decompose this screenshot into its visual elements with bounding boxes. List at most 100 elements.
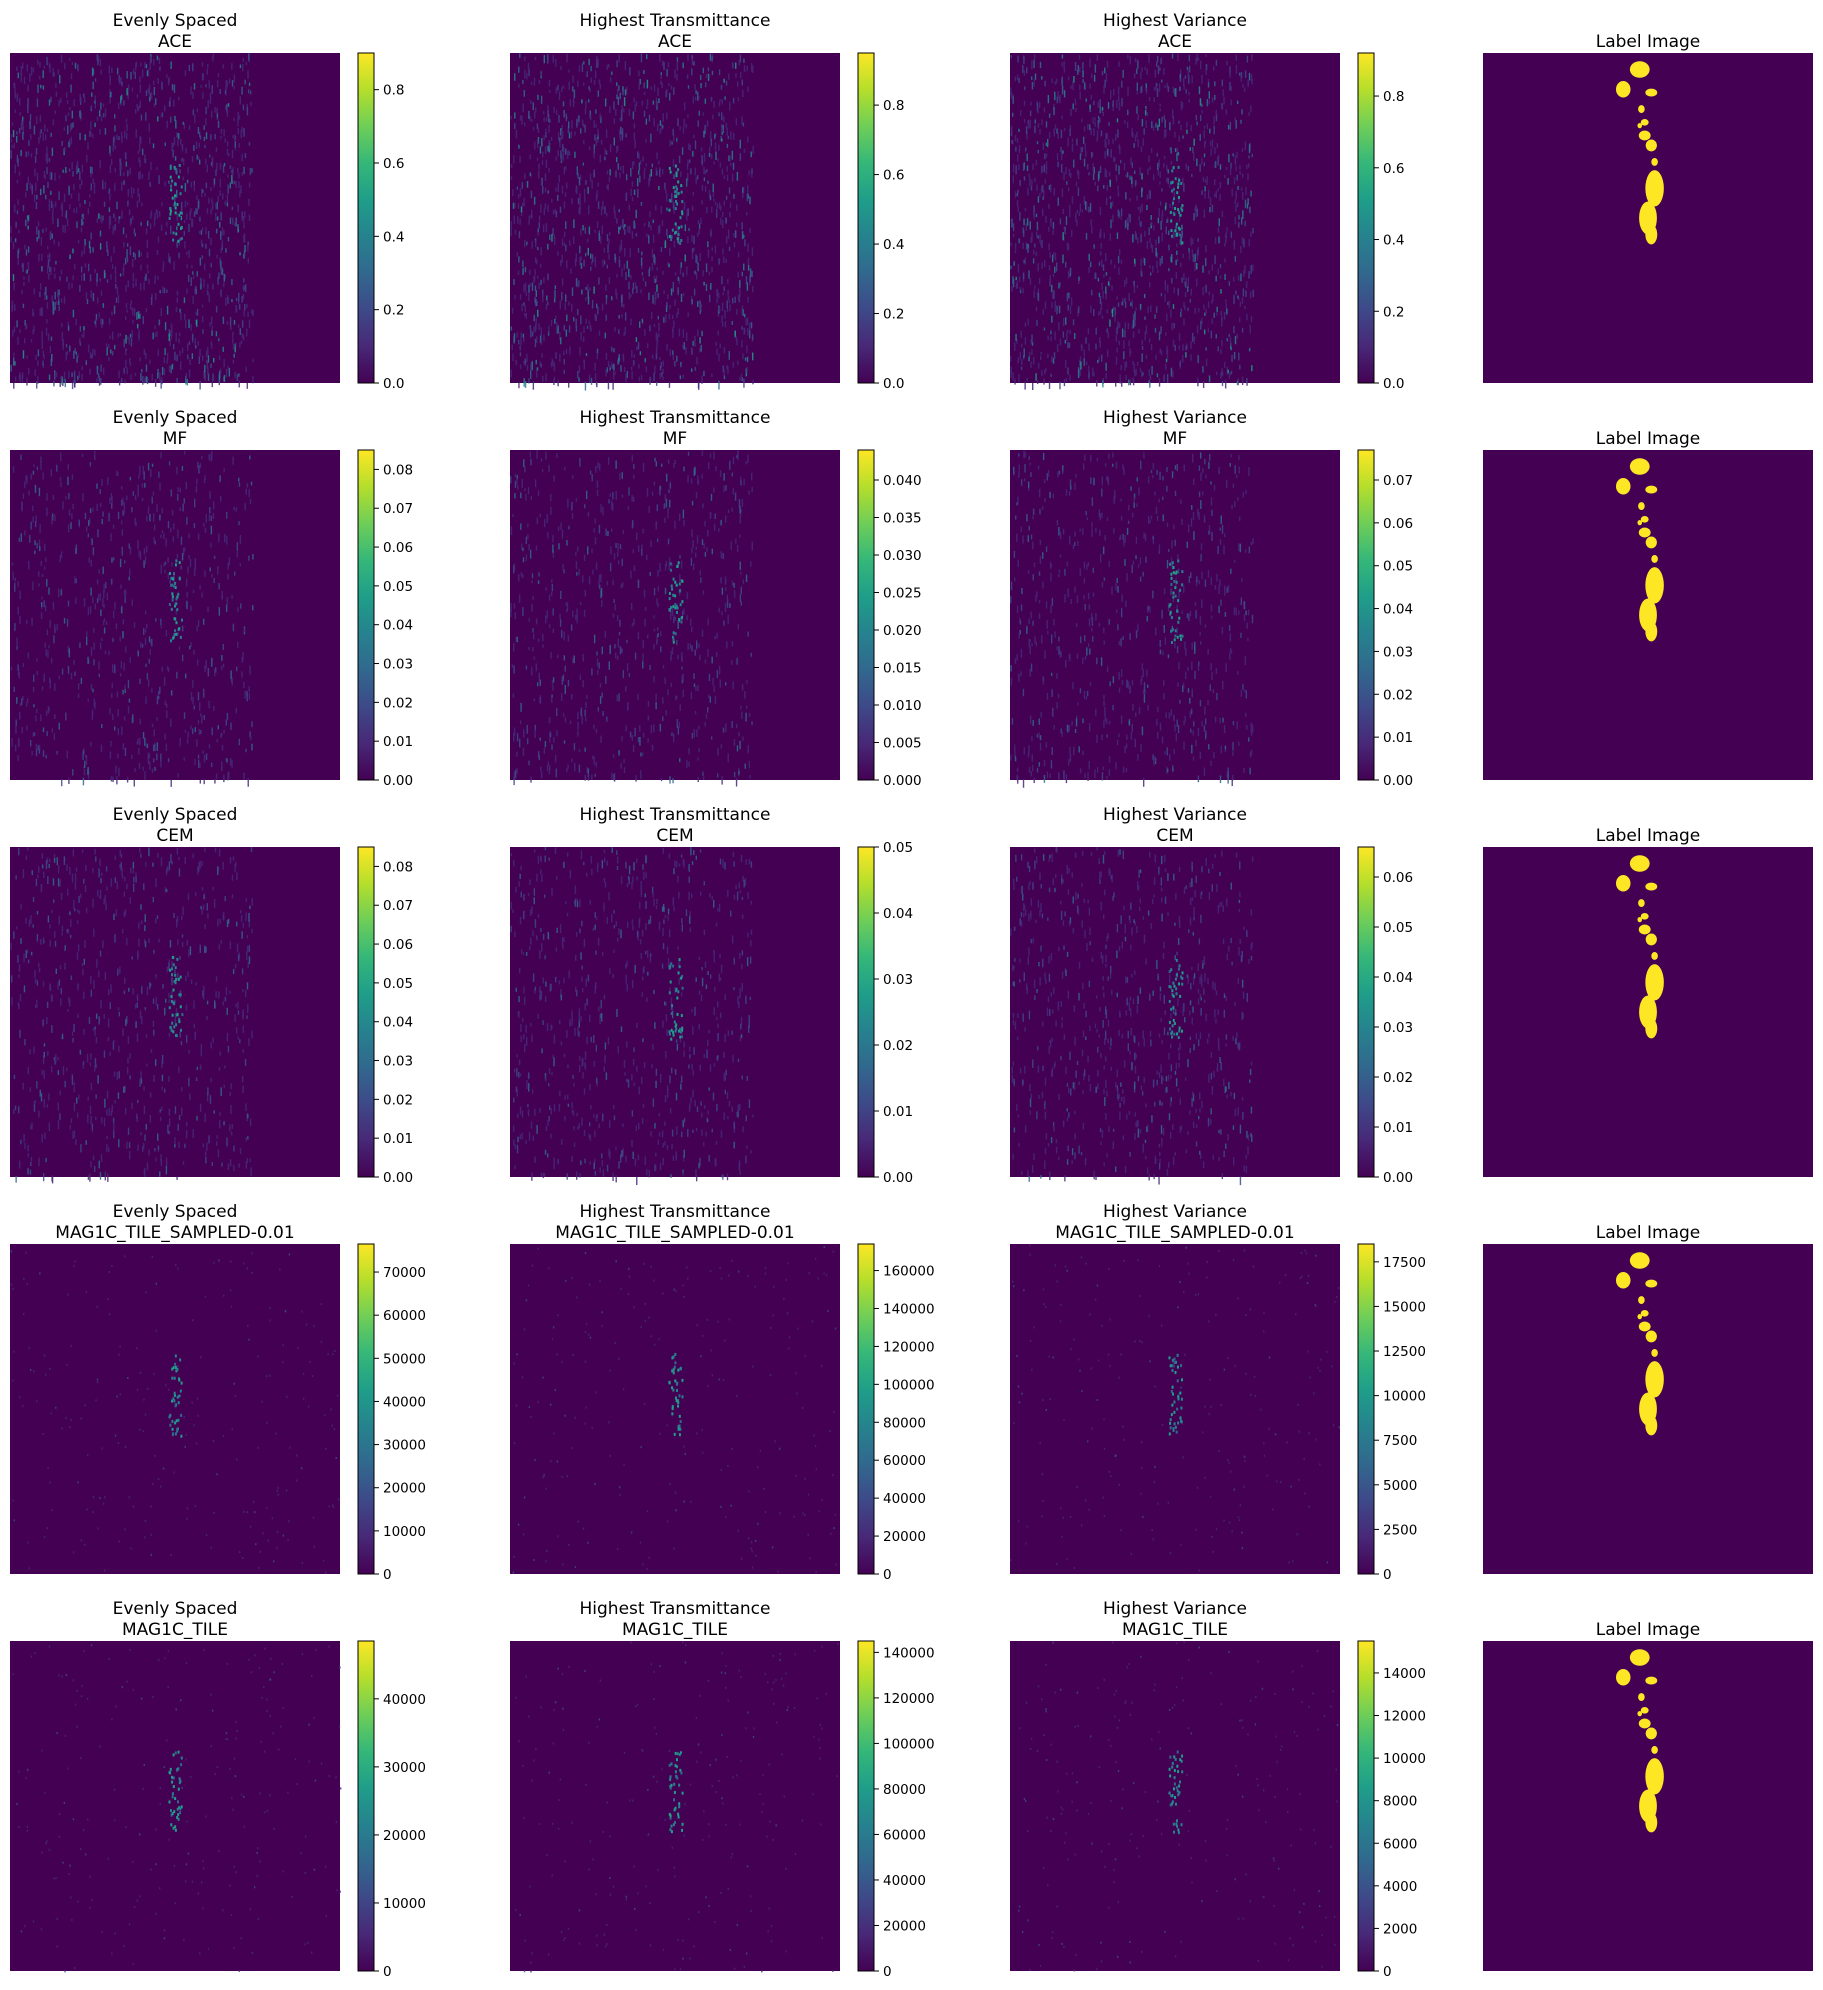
heatmap-speckle	[662, 270, 664, 275]
heatmap-speckle	[1190, 354, 1192, 361]
heatmap-speckle	[26, 702, 28, 707]
heatmap-speckle	[546, 295, 548, 301]
heatmap-speckle	[111, 557, 113, 563]
heatmap-speckle	[227, 297, 230, 304]
heatmap-speckle	[149, 514, 151, 522]
heatmap-speckle	[150, 639, 152, 645]
heatmap-speckle	[159, 482, 161, 491]
heatmap-speckle	[1054, 331, 1056, 340]
heatmap-speckle	[518, 339, 520, 345]
heatmap-speckle	[661, 82, 663, 89]
heatmap-speckle	[1061, 85, 1064, 95]
heatmap-speckle	[1125, 374, 1127, 381]
heatmap-speckle	[537, 231, 539, 236]
heatmap-speckle	[607, 184, 609, 191]
heatmap-speckle	[519, 188, 522, 197]
heatmap-speckle	[557, 149, 559, 157]
heatmap-speckle	[625, 174, 628, 181]
heatmap-speckle	[1249, 291, 1252, 299]
heatmap-speckle	[176, 189, 178, 198]
heatmap-speckle	[17, 668, 20, 676]
heatmap-speckle	[1025, 242, 1028, 250]
heatmap-speckle	[1176, 147, 1179, 155]
heatmap-speckle	[582, 336, 585, 343]
heatmap-speckle	[643, 91, 646, 95]
heatmap-speckle	[699, 75, 702, 80]
heatmap-speckle	[245, 748, 247, 753]
heatmap-speckle	[722, 365, 725, 372]
heatmap-speckle	[119, 332, 122, 337]
heatmap-speckle	[1105, 197, 1108, 206]
heatmap-speckle	[1147, 168, 1149, 175]
plume-pixel	[169, 164, 172, 168]
heatmap-speckle	[87, 766, 89, 774]
heatmap-speckle	[1066, 332, 1068, 341]
heatmap-speckle	[663, 290, 665, 294]
heatmap-speckle	[101, 637, 103, 642]
heatmap-speckle	[553, 106, 555, 114]
heatmap-speckle	[555, 351, 557, 360]
heatmap-speckle	[1149, 190, 1151, 199]
heatmap-speckle	[1110, 219, 1112, 229]
heatmap-speckle	[188, 64, 191, 71]
heatmap-speckle	[1163, 115, 1165, 120]
heatmap-speckle	[225, 105, 227, 110]
heatmap-speckle	[732, 97, 735, 104]
heatmap-speckle	[606, 185, 608, 189]
heatmap-speckle	[79, 183, 81, 190]
heatmap-speckle	[1148, 96, 1151, 102]
heatmap-speckle	[1034, 177, 1036, 183]
heatmap-speckle	[154, 766, 156, 771]
heatmap-speckle	[656, 284, 658, 292]
heatmap-speckle	[1157, 168, 1160, 176]
heatmap-speckle	[548, 145, 551, 153]
heatmap-speckle	[1051, 315, 1053, 323]
colorbar-tick-label: 0.6	[1383, 161, 1404, 177]
plume-pixel	[175, 597, 178, 601]
heatmap-speckle	[87, 698, 89, 702]
heatmap-speckle	[37, 745, 40, 750]
heatmap-speckle	[1139, 303, 1142, 310]
heatmap-speckle	[735, 118, 738, 126]
heatmap-speckle	[14, 376, 17, 382]
heatmap-speckle	[1203, 209, 1206, 218]
heatmap-speckle	[29, 114, 32, 121]
heatmap-speckle	[1043, 164, 1046, 173]
heatmap-speckle	[129, 246, 132, 256]
heatmap-speckle	[685, 178, 688, 187]
heatmap-speckle	[53, 380, 55, 387]
heatmap-speckle	[38, 230, 40, 239]
heatmap-speckle	[103, 590, 105, 599]
heatmap-speckle	[186, 264, 188, 269]
heatmap-speckle	[1154, 327, 1157, 333]
heatmap-speckle	[1024, 322, 1027, 327]
heatmap-speckle	[518, 83, 520, 88]
heatmap-speckle	[100, 744, 103, 753]
heatmap-speckle	[1061, 115, 1063, 120]
heatmap-speckle	[1234, 335, 1237, 345]
heatmap-speckle	[530, 329, 532, 338]
heatmap-speckle	[591, 261, 593, 265]
heatmap-speckle	[1170, 147, 1172, 154]
heatmap-speckle	[103, 584, 105, 593]
heatmap-speckle	[131, 599, 134, 606]
heatmap-speckle	[122, 743, 125, 750]
heatmap-speckle	[1097, 120, 1100, 128]
heatmap-speckle	[60, 97, 62, 103]
heatmap-speckle	[68, 168, 71, 172]
heatmap-speckle	[121, 210, 123, 219]
heatmap-speckle	[736, 309, 738, 315]
heatmap-speckle	[221, 732, 223, 737]
heatmap-speckle	[602, 200, 604, 210]
heatmap-speckle	[91, 166, 93, 174]
heatmap-speckle	[239, 96, 241, 105]
heatmap-speckle	[173, 99, 175, 107]
heatmap-speckle	[1120, 159, 1122, 164]
heatmap-speckle	[1118, 322, 1121, 328]
heatmap-speckle	[128, 209, 131, 216]
heatmap-speckle	[1010, 91, 1013, 99]
heatmap-speckle	[583, 123, 585, 128]
heatmap-speckle	[621, 294, 623, 302]
heatmap-speckle	[1248, 72, 1251, 81]
heatmap-speckle	[1033, 290, 1035, 298]
